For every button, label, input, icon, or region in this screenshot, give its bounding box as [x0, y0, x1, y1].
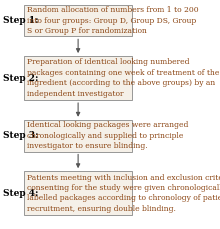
Text: Step 2:: Step 2:	[3, 74, 38, 83]
Text: Random allocation of numbers from 1 to 200
into four groups: Group D, Group DS, : Random allocation of numbers from 1 to 2…	[27, 6, 198, 35]
FancyBboxPatch shape	[24, 5, 132, 36]
Text: Step 3:: Step 3:	[3, 131, 38, 140]
Text: Preparation of identical looking numbered
packages containing one week of treatm: Preparation of identical looking numbere…	[27, 58, 219, 98]
FancyBboxPatch shape	[24, 56, 132, 100]
Text: Step 1:: Step 1:	[3, 16, 38, 25]
Text: Step 4:: Step 4:	[3, 189, 38, 198]
Text: Patients meeting with inclusion and exclusion criteria and
consenting for the st: Patients meeting with inclusion and excl…	[27, 174, 220, 213]
FancyBboxPatch shape	[24, 120, 132, 152]
Text: Identical looking packages were arranged
chronologically and supplied to princip: Identical looking packages were arranged…	[27, 121, 188, 150]
FancyBboxPatch shape	[24, 171, 132, 215]
